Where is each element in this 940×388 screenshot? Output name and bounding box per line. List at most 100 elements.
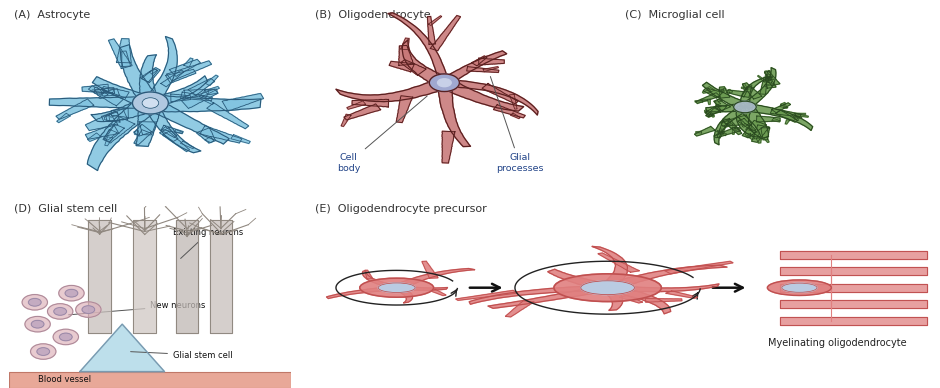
Polygon shape <box>509 94 517 109</box>
Polygon shape <box>222 94 263 111</box>
Polygon shape <box>695 100 702 102</box>
Polygon shape <box>117 39 132 63</box>
Polygon shape <box>780 317 927 324</box>
Text: Myelinating oligodendrocyte: Myelinating oligodendrocyte <box>768 338 907 348</box>
Polygon shape <box>548 269 615 290</box>
Polygon shape <box>702 82 749 110</box>
Polygon shape <box>695 126 715 136</box>
Polygon shape <box>600 287 623 310</box>
Text: New neurons: New neurons <box>69 301 206 315</box>
Polygon shape <box>483 67 498 71</box>
Polygon shape <box>793 117 802 120</box>
Polygon shape <box>180 92 212 101</box>
Polygon shape <box>180 141 194 149</box>
Polygon shape <box>200 96 213 105</box>
Polygon shape <box>86 113 118 131</box>
Polygon shape <box>600 265 728 289</box>
Polygon shape <box>94 88 115 94</box>
Polygon shape <box>400 38 409 50</box>
Polygon shape <box>780 300 927 308</box>
Polygon shape <box>780 267 927 275</box>
Text: (B)  Oligodendrocyte: (B) Oligodendrocyte <box>315 10 431 20</box>
Ellipse shape <box>378 283 415 293</box>
Polygon shape <box>784 105 787 108</box>
Polygon shape <box>696 131 701 133</box>
Polygon shape <box>757 138 761 143</box>
Polygon shape <box>166 61 212 81</box>
Polygon shape <box>760 128 770 140</box>
Polygon shape <box>440 51 507 85</box>
Polygon shape <box>165 69 196 83</box>
Polygon shape <box>601 285 670 314</box>
Polygon shape <box>794 114 808 117</box>
Polygon shape <box>439 78 524 111</box>
Polygon shape <box>779 105 788 108</box>
Polygon shape <box>719 87 729 98</box>
Polygon shape <box>102 109 128 121</box>
Polygon shape <box>431 16 461 51</box>
Polygon shape <box>768 81 772 83</box>
Polygon shape <box>716 131 723 135</box>
Polygon shape <box>791 114 799 121</box>
Polygon shape <box>133 130 151 145</box>
Polygon shape <box>87 97 161 171</box>
Ellipse shape <box>733 101 756 113</box>
Polygon shape <box>732 128 736 134</box>
Polygon shape <box>444 79 538 115</box>
Polygon shape <box>136 102 163 146</box>
Polygon shape <box>105 112 120 122</box>
Polygon shape <box>718 105 721 107</box>
Polygon shape <box>326 286 399 298</box>
Polygon shape <box>714 105 727 111</box>
Polygon shape <box>161 70 184 87</box>
Polygon shape <box>141 69 158 82</box>
Polygon shape <box>746 87 754 89</box>
Polygon shape <box>196 128 215 143</box>
Ellipse shape <box>142 98 159 108</box>
Polygon shape <box>102 87 129 98</box>
Polygon shape <box>111 108 128 118</box>
Polygon shape <box>709 112 713 114</box>
Polygon shape <box>140 68 161 83</box>
Polygon shape <box>717 99 722 102</box>
Polygon shape <box>510 113 520 119</box>
Polygon shape <box>402 40 449 88</box>
Polygon shape <box>772 103 791 113</box>
Polygon shape <box>666 291 697 298</box>
Polygon shape <box>714 127 740 138</box>
Polygon shape <box>143 36 178 106</box>
Polygon shape <box>750 129 756 133</box>
Ellipse shape <box>23 294 47 310</box>
Polygon shape <box>138 122 157 135</box>
Polygon shape <box>134 124 152 136</box>
Polygon shape <box>94 87 103 95</box>
Polygon shape <box>422 261 438 278</box>
Text: (D)  Glial stem cell: (D) Glial stem cell <box>14 204 118 214</box>
Polygon shape <box>482 83 518 104</box>
Polygon shape <box>437 82 471 147</box>
Polygon shape <box>506 301 534 317</box>
Polygon shape <box>763 79 774 82</box>
Polygon shape <box>711 115 714 117</box>
Polygon shape <box>780 102 786 106</box>
Polygon shape <box>488 285 613 308</box>
Polygon shape <box>743 84 747 89</box>
Polygon shape <box>765 77 776 88</box>
Polygon shape <box>169 59 200 76</box>
Polygon shape <box>752 125 769 142</box>
Polygon shape <box>103 117 134 143</box>
Polygon shape <box>108 39 133 69</box>
Polygon shape <box>149 95 261 112</box>
Polygon shape <box>696 93 720 104</box>
Polygon shape <box>598 253 639 272</box>
Polygon shape <box>728 90 732 93</box>
Polygon shape <box>102 88 119 96</box>
Polygon shape <box>99 92 108 99</box>
Polygon shape <box>776 110 797 122</box>
Polygon shape <box>341 114 351 126</box>
Ellipse shape <box>76 302 102 317</box>
Polygon shape <box>133 130 140 135</box>
Polygon shape <box>757 116 780 122</box>
Polygon shape <box>766 71 771 75</box>
Polygon shape <box>121 51 131 67</box>
